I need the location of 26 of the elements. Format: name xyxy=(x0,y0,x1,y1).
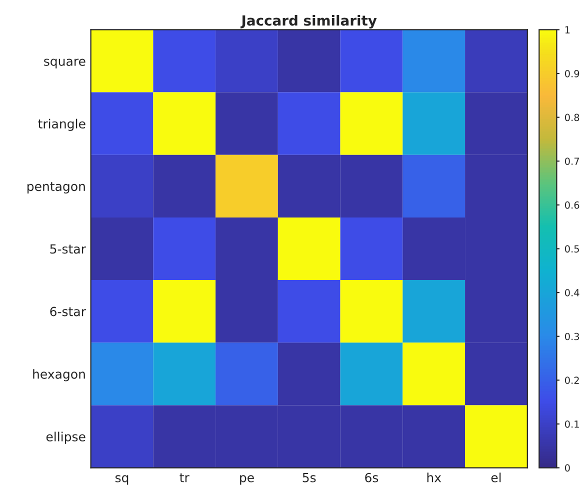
x-tick-label: hx xyxy=(427,472,442,482)
x-tick-label: 5s xyxy=(302,473,316,482)
x-tick-label: pe xyxy=(240,475,254,485)
color-bar-label: 0.8 xyxy=(564,114,580,122)
y-tick-label: 6-star xyxy=(50,306,86,316)
color-bar-label: 0.3 xyxy=(564,332,580,340)
y-tick-label: ellipse xyxy=(46,432,86,444)
y-tick-label: 5-star xyxy=(50,244,86,254)
color-bar-label: 0.6 xyxy=(564,201,580,209)
chart-title: Jaccard similarity xyxy=(240,14,377,29)
color-bar-label: 0.4 xyxy=(564,289,580,296)
x-tick-label: 6s xyxy=(365,472,378,482)
y-tick-label: triangle xyxy=(38,118,86,131)
x-tick-label: sq xyxy=(115,475,128,485)
color-bar-label: 0.2 xyxy=(564,376,579,384)
color-bar-label: 0.5 xyxy=(564,245,579,253)
y-tick-label: hexagon xyxy=(33,369,85,382)
y-tick-label: pentagon xyxy=(27,182,85,194)
y-tick-label: square xyxy=(44,58,86,68)
color-bar-label: 0.7 xyxy=(564,158,579,165)
color-bar-label: 0 xyxy=(564,464,570,472)
x-tick-label: el xyxy=(491,472,501,482)
color-bar-label: 0.1 xyxy=(564,420,579,428)
x-tick-label: tr xyxy=(180,473,190,482)
color-bar-label: 0.9 xyxy=(564,70,580,78)
color-bar-label: 1 xyxy=(565,26,570,34)
